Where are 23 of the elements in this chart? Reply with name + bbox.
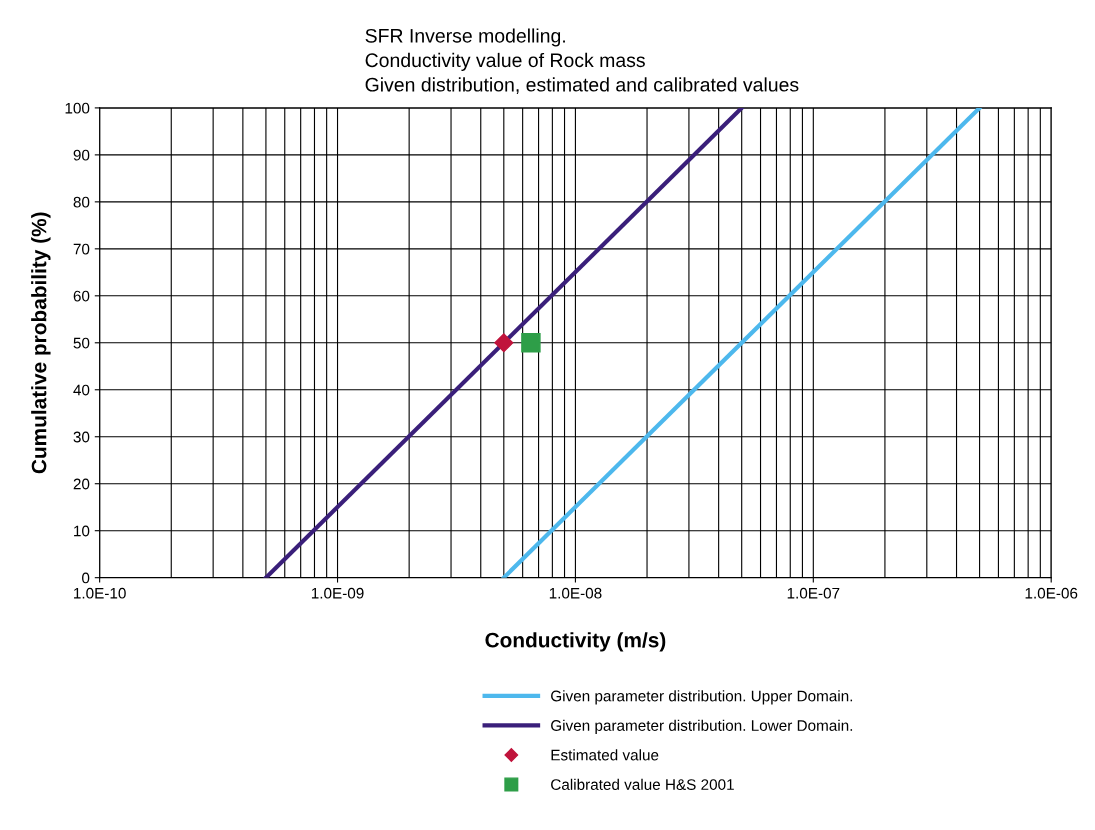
y-tick-label: 50 (73, 337, 90, 349)
y-tick-label: 90 (73, 149, 90, 161)
y-tick-label: 20 (73, 478, 90, 490)
x-tick-label: 1.0E-07 (787, 587, 840, 599)
y-tick-label: 40 (73, 384, 90, 396)
x-tick-label: 1.0E-06 (1025, 587, 1078, 599)
y-tick-label: 30 (73, 431, 90, 443)
y-tick-label: 100 (65, 102, 90, 114)
chart-title: SFR Inverse modelling. Conductivity value of Rock mass Given distribution, estimated and calibrated values (365, 28, 799, 94)
y-tick-label: 0 (82, 572, 90, 584)
y-tick-label: 80 (73, 196, 90, 208)
y-tick-label: 10 (74, 525, 90, 537)
x-axis-title: Conductivity (m/s) (485, 632, 666, 652)
x-tick-label: 1.0E-08 (549, 587, 602, 599)
legend-label: Estimated value (551, 749, 659, 761)
legend-label: Calibrated value H&S 2001 (551, 778, 734, 790)
legend-label: Given parameter distribution. Lower Domain. (551, 719, 853, 734)
legend-label: Given parameter distribution. Upper Domain. (551, 690, 853, 705)
y-tick-label: 70 (73, 243, 90, 255)
y-tick-label: 60 (73, 290, 90, 302)
y-axis-title: Cumulative probability (%) (31, 212, 51, 474)
x-tick-label: 1.0E-10 (74, 587, 126, 599)
x-tick-label: 1.0E-09 (311, 587, 364, 599)
